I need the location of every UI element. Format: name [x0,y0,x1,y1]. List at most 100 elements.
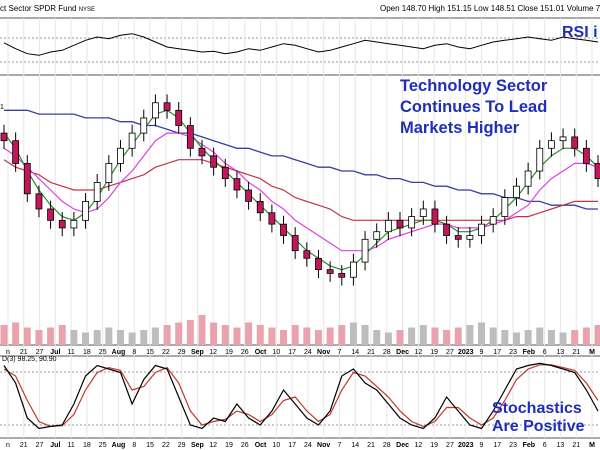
x-axis-tick-label: 18 [83,349,91,356]
candle-body [489,216,497,225]
x-axis-tick-label: 25 [99,442,107,449]
rsi-panel [3,33,599,56]
candle-body [326,269,334,274]
price-candles [0,94,600,286]
candle-body [210,155,218,168]
x-axis-tick-label: 22 [162,442,170,449]
stoch-k-line [3,362,599,430]
volume-bar [466,325,474,345]
volume-bar [594,325,600,345]
x-axis-tick-label: 14 [351,349,359,356]
volume-bar [291,325,299,345]
x-axis-tick-label: 15 [146,349,154,356]
x-axis-tick-label: M [589,349,595,356]
x-axis-tick-label: Nov [317,349,330,356]
x-axis-tick-label: 21 [572,442,580,449]
candle-body [478,223,485,236]
x-axis-tick-label: 21 [572,349,580,356]
volume-bar [151,327,159,345]
x-axis-tick-label: 29 [178,349,186,356]
x-axis-tick-label: 2023 [458,442,474,449]
candle-body [338,273,346,278]
volume-bar [198,315,206,345]
volume-bar [443,330,451,345]
x-axis-tick-label: 27 [446,442,454,449]
x-axis-tick-label: 19 [430,349,438,356]
x-axis-tick-label: 7 [338,349,342,356]
candle-body [373,231,381,240]
x-axis-tick-label: 9 [480,442,484,449]
x-axis-tick-label: 28 [383,349,391,356]
x-axis-tick-label: 23 [509,442,517,449]
x-axis-tick-label: 17 [493,349,501,356]
candle-body [128,132,136,149]
x-axis-tick-label: 15 [146,442,154,449]
x-axis-tick-label: 14 [351,442,359,449]
candle-body [58,219,66,229]
x-axis-tick-label: 21 [20,442,28,449]
x-axis-tick-label: 8 [132,442,136,449]
x-axis-tick-label: 12 [414,442,422,449]
volume-bar [0,325,8,345]
annotation-line-1: Technology Sector [400,77,548,95]
volume-bar [210,322,218,345]
candle-body [396,219,404,229]
x-axis-tick-label: 21 [367,442,375,449]
x-axis-tick-label: 21 [20,349,28,356]
volume-bar [536,327,544,345]
candle-body [559,136,567,142]
volume-bar [396,330,404,345]
x-axis-tick-label: 12 [414,349,422,356]
volume-bar [221,325,229,345]
x-axis-labels-price: n 21 27 Jul 11 18 25 Aug 8 15 22 29 Sep 12 19 26 Oct 10 17… [6,349,595,356]
volume-bar [326,327,334,345]
x-axis-tick-label: 19 [225,442,233,449]
candle-body [163,102,171,111]
candle-body [152,102,159,119]
x-axis-tick-label: 23 [509,349,517,356]
candle-body [571,136,579,149]
x-axis-tick-label: Feb [523,349,535,356]
volume-bar [454,327,462,345]
volume-bar [419,325,427,345]
x-axis-tick-label: 19 [225,349,233,356]
x-axis-tick-label: n [6,349,10,356]
volume-bar [384,332,392,345]
candle-body [501,197,509,217]
volume-bar [233,327,241,345]
x-axis-tick-label: 6 [543,442,547,449]
stoch-annotation-line-1: Stochastics [492,400,582,417]
x-axis-tick-label: 7 [338,442,342,449]
exchange-label: NYSE [78,7,96,13]
stoch-annotation-line-2: Are Positive [492,418,585,435]
candle-body [82,200,89,221]
volume-bar [280,330,288,345]
x-axis-tick-label: 8 [132,349,136,356]
volume-bar [524,330,532,345]
annotation-line-3: Markets Higher [400,119,520,137]
candle-body [303,250,311,259]
x-axis-tick-label: 26 [241,442,249,449]
volume-bar [105,327,113,345]
x-axis-tick-label: 22 [162,349,170,356]
candle-body [466,235,474,240]
volume-bar [431,327,439,345]
x-axis-tick-label: Feb [523,442,535,449]
volume-bar [70,330,78,345]
volume-bar [256,325,264,345]
candle-body [0,132,8,142]
x-axis-tick-label: Aug [112,442,126,449]
stochastics-params: D(3) 98.25, 90.90 [2,356,57,363]
candle-body [140,117,148,134]
candle-body [524,170,532,187]
candle-body [536,147,544,172]
ma-mid-line [3,132,599,252]
x-axis-tick-label: 10 [272,349,280,356]
candle-body [361,238,369,263]
grid-lines [7,18,593,438]
volume-bar [582,327,590,345]
volume-bar [559,332,567,345]
volume-bar [373,330,381,345]
volume-bar [47,327,55,345]
